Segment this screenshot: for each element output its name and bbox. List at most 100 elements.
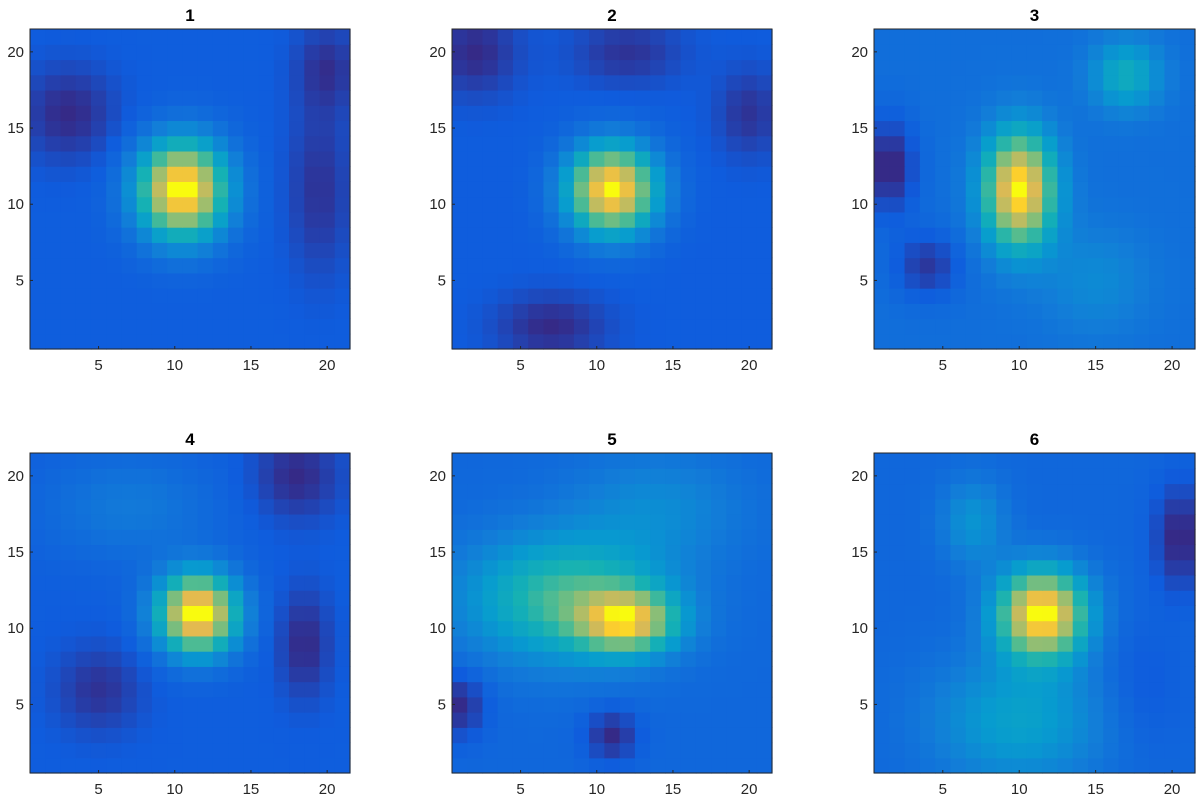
heatmap-cell xyxy=(919,605,936,622)
heatmap-cell xyxy=(1026,105,1043,122)
heatmap-cell xyxy=(467,333,484,350)
heatmap-cell xyxy=(90,272,107,289)
heatmap-cell xyxy=(889,105,906,122)
heatmap-cell xyxy=(1072,257,1089,274)
heatmap-cell xyxy=(1103,242,1120,259)
heatmap-cell xyxy=(1042,242,1059,259)
heatmap-cell xyxy=(334,135,351,152)
heatmap-cell xyxy=(650,635,666,652)
heatmap-cell xyxy=(965,574,982,591)
heatmap-cell xyxy=(1042,483,1059,500)
heatmap-cell xyxy=(965,272,982,289)
heatmap-cell xyxy=(1149,120,1166,137)
heatmap-cell xyxy=(1057,181,1074,198)
heatmap-cell xyxy=(182,712,199,728)
heatmap-cell xyxy=(90,696,107,713)
heatmap-cell xyxy=(258,74,275,91)
heatmap-cell xyxy=(573,74,590,91)
heatmap-cell xyxy=(512,333,529,350)
heatmap-cell xyxy=(589,303,605,320)
heatmap-cell xyxy=(30,257,46,274)
heatmap-cell xyxy=(1011,227,1028,243)
heatmap-cell xyxy=(60,574,77,591)
heatmap-cell xyxy=(726,257,743,274)
heatmap-cell xyxy=(258,211,275,228)
heatmap-cell xyxy=(289,651,305,667)
heatmap-cell xyxy=(452,483,468,500)
heatmap-cell xyxy=(996,498,1013,515)
heatmap-cell xyxy=(665,483,682,500)
heatmap-cell xyxy=(467,605,484,622)
heatmap-cell xyxy=(981,74,997,91)
heatmap-cell xyxy=(212,757,229,774)
heatmap-cell xyxy=(467,513,484,530)
heatmap-cell xyxy=(273,303,290,320)
heatmap-cell xyxy=(711,468,727,485)
heatmap-cell xyxy=(528,59,545,76)
heatmap-cell xyxy=(889,529,906,546)
heatmap-cell xyxy=(45,105,62,122)
heatmap-cell xyxy=(182,574,199,591)
heatmap-cell xyxy=(1057,727,1074,744)
heatmap-cell xyxy=(1179,89,1196,106)
heatmap-cell xyxy=(334,74,351,91)
heatmap-cell xyxy=(258,105,275,122)
heatmap-cell xyxy=(996,29,1013,45)
heatmap-cell xyxy=(634,59,651,76)
heatmap-cell xyxy=(650,288,666,304)
heatmap-cell xyxy=(273,318,290,335)
heatmap-cell xyxy=(60,666,77,683)
heatmap-cell xyxy=(497,288,514,304)
heatmap-cell xyxy=(512,681,529,698)
heatmap-cell xyxy=(634,757,651,774)
heatmap-cell xyxy=(589,559,605,576)
heatmap-cell xyxy=(680,453,697,469)
heatmap-cell xyxy=(981,681,997,698)
heatmap-cell xyxy=(1072,620,1089,637)
heatmap-cell xyxy=(30,635,46,652)
heatmap-cell xyxy=(904,513,921,530)
heatmap-cell xyxy=(1072,681,1089,698)
heatmap-cell xyxy=(889,211,906,228)
heatmap-cell xyxy=(543,257,560,274)
heatmap-cell xyxy=(45,333,62,350)
heatmap-cell xyxy=(1164,196,1181,213)
heatmap-cell xyxy=(1042,757,1059,774)
heatmap-cell xyxy=(512,105,529,122)
heatmap-cell xyxy=(1072,559,1089,576)
heatmap-cell xyxy=(136,166,153,182)
heatmap-cell xyxy=(741,105,758,122)
heatmap-cell xyxy=(228,44,244,61)
heatmap-cell xyxy=(273,498,290,515)
heatmap-cell xyxy=(289,318,305,335)
heatmap-cell xyxy=(996,559,1013,576)
heatmap-cell xyxy=(228,651,244,667)
heatmap-cell xyxy=(650,712,666,728)
heatmap-cell xyxy=(919,453,936,469)
heatmap-cell xyxy=(243,303,260,320)
heatmap-cell xyxy=(30,196,46,213)
heatmap-cell xyxy=(1088,513,1104,530)
heatmap-cell xyxy=(981,44,997,61)
heatmap-cell xyxy=(634,74,651,91)
heatmap-cell xyxy=(1179,257,1196,274)
heatmap-cell xyxy=(741,635,758,652)
heatmap-cell xyxy=(167,211,183,228)
heatmap-cell xyxy=(889,150,906,167)
heatmap-cell xyxy=(1103,272,1120,289)
heatmap-cell xyxy=(680,166,697,182)
heatmap-cell xyxy=(528,196,545,213)
heatmap-cell xyxy=(1011,135,1028,152)
heatmap-cell xyxy=(634,211,651,228)
heatmap-cell xyxy=(1088,635,1104,652)
heatmap-cell xyxy=(90,105,107,122)
heatmap-cell xyxy=(680,513,697,530)
heatmap-cell xyxy=(634,135,651,152)
heatmap-cell xyxy=(919,666,936,683)
heatmap-cell xyxy=(650,120,666,137)
heatmap-cell xyxy=(1088,574,1104,591)
heatmap-cell xyxy=(1042,605,1059,622)
heatmap-cell xyxy=(182,483,199,500)
heatmap-cell xyxy=(711,29,727,45)
heatmap-cell xyxy=(919,181,936,198)
